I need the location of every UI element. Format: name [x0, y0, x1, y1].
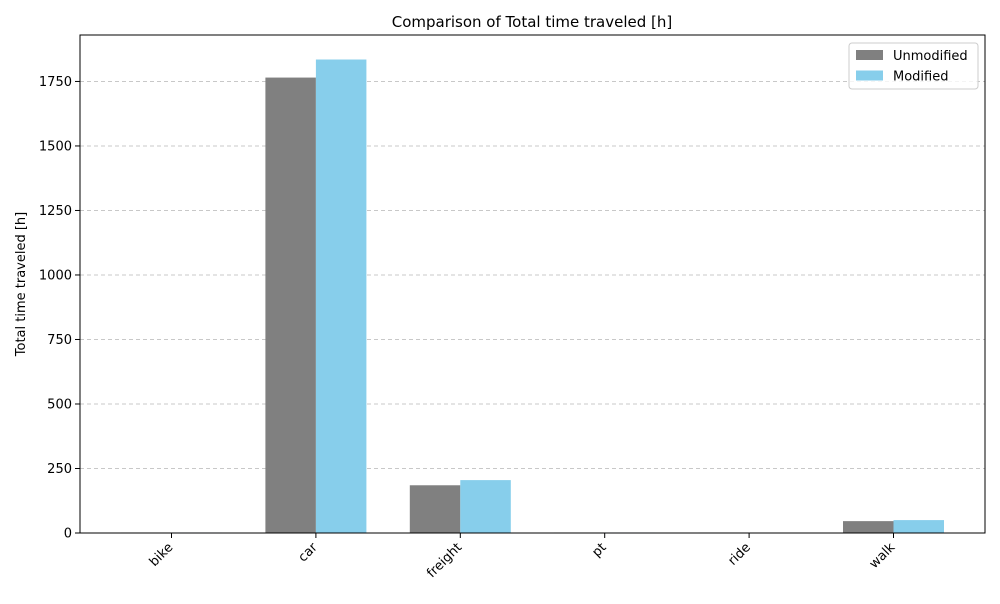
legend-label-modified: Modified — [893, 70, 948, 85]
chart-title: Comparison of Total time traveled [h] — [392, 13, 673, 31]
bar-walk-unmodified — [843, 521, 894, 533]
x-tick-label: freight — [424, 540, 465, 581]
legend-swatch-unmodified — [856, 50, 883, 60]
bars — [121, 59, 944, 534]
y-tick-label: 500 — [47, 397, 72, 412]
y-tick-label: 0 — [64, 527, 72, 542]
x-axis-ticks: bike car freight pt ride walk — [147, 533, 899, 581]
bar-car-modified — [315, 59, 367, 534]
legend-swatch-modified — [856, 70, 883, 81]
y-axis-label: Total time traveled [h] — [14, 212, 29, 357]
y-tick-label: 1500 — [39, 139, 72, 154]
x-tick-label: bike — [147, 540, 177, 570]
y-tick-label: 1750 — [39, 75, 72, 90]
y-tick-label: 1250 — [39, 204, 72, 219]
plot-frame — [79, 34, 986, 534]
x-tick-label: ride — [725, 540, 753, 568]
y-tick-label: 1000 — [39, 268, 72, 283]
legend-label-unmodified: Unmodified — [893, 49, 968, 64]
x-tick-label: car — [296, 540, 322, 566]
grid-lines — [80, 80, 985, 469]
legend: Unmodified Modified — [848, 42, 979, 90]
y-axis-ticks: 0 250 500 750 1000 1250 1500 1750 — [39, 75, 80, 542]
bar-freight-modified — [460, 480, 511, 533]
bar-freight-unmodified — [409, 485, 461, 533]
y-tick-label: 250 — [47, 462, 72, 477]
bar-walk-modified — [893, 520, 944, 533]
y-tick-label: 750 — [47, 333, 72, 348]
x-tick-label: pt — [589, 540, 609, 560]
x-tick-label: walk — [867, 540, 899, 572]
bar-car-unmodified — [265, 77, 316, 533]
